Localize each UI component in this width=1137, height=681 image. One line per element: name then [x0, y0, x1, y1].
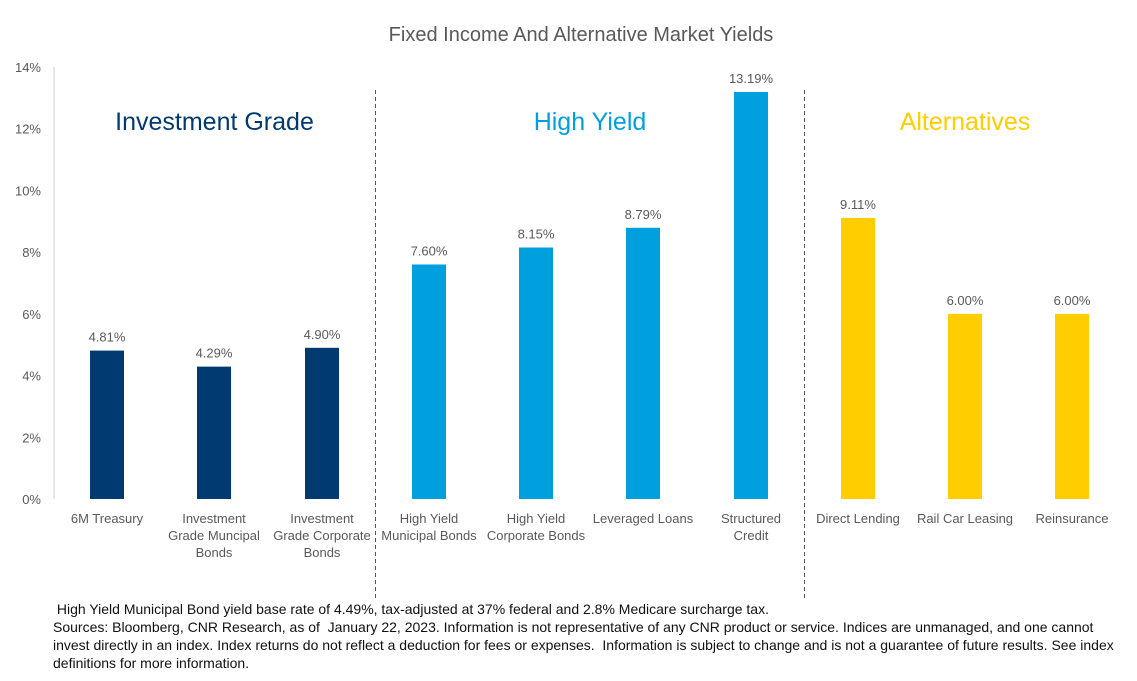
y-tick-label: 6%: [22, 307, 41, 322]
category-label: Structured: [721, 511, 781, 526]
category-label: Direct Lending: [816, 511, 900, 526]
category-label: Credit: [734, 528, 769, 543]
y-tick-label: 2%: [22, 430, 41, 445]
data-label: 8.15%: [518, 227, 555, 242]
bar: [305, 347, 339, 499]
y-tick-label: 14%: [15, 60, 41, 75]
data-label: 6.00%: [1054, 293, 1091, 308]
group-title: Investment Grade: [115, 108, 314, 136]
group-dividers: [375, 90, 805, 598]
category-labels: 6M Treasury Investment Grade Muncipal Bonds…: [71, 511, 1109, 560]
category-label: High Yield: [400, 511, 459, 526]
group-title: Alternatives: [900, 108, 1031, 136]
bar: [734, 91, 768, 499]
bar: [1055, 313, 1089, 499]
footnote: High Yield Municipal Bond yield base rat…: [53, 600, 1123, 672]
chart: Fixed Income And Alternative Market Yiel…: [15, 24, 1109, 598]
category-label: Investment: [182, 511, 246, 526]
bar: [948, 313, 982, 499]
category-label: Corporate Bonds: [487, 528, 586, 543]
y-tick-label: 8%: [22, 245, 41, 260]
bars: [90, 91, 1089, 500]
data-label: 13.19%: [729, 71, 774, 86]
category-label: Leveraged Loans: [593, 511, 694, 526]
category-label: 6M Treasury: [71, 511, 144, 526]
category-label: Rail Car Leasing: [917, 511, 1013, 526]
y-axis: 0% 2% 4% 6% 8% 10% 12% 14%: [15, 60, 55, 507]
group-titles: Investment Grade High Yield Alternatives: [115, 108, 1030, 136]
data-label: 4.29%: [196, 346, 233, 361]
group-title: High Yield: [534, 108, 647, 136]
data-label: 7.60%: [411, 243, 448, 258]
footnote-line-1: High Yield Municipal Bond yield base rat…: [53, 601, 769, 617]
y-tick-label: 4%: [22, 369, 41, 384]
bar: [626, 227, 660, 499]
chart-title: Fixed Income And Alternative Market Yiel…: [389, 24, 774, 46]
y-tick-label: 10%: [15, 183, 41, 198]
bar: [90, 350, 124, 499]
data-label: 6.00%: [947, 293, 984, 308]
data-labels: 4.81% 4.29% 4.90% 7.60% 8.15% 8.79% 13.19% 9.11…: [89, 71, 1091, 361]
category-label: Bonds: [304, 545, 341, 560]
category-label: Grade Corporate: [273, 528, 371, 543]
y-tick-label: 12%: [15, 122, 41, 137]
bar: [841, 217, 875, 500]
data-label: 8.79%: [625, 207, 662, 222]
data-label: 4.81%: [89, 330, 126, 345]
bar: [519, 247, 553, 499]
category-label: Reinsurance: [1036, 511, 1109, 526]
category-label: Municipal Bonds: [381, 528, 477, 543]
category-label: Bonds: [196, 545, 233, 560]
data-label: 9.11%: [840, 197, 876, 212]
category-label: Grade Muncipal: [168, 528, 260, 543]
bar: [197, 366, 231, 499]
footnote-line-2: Sources: Bloomberg, CNR Research, as of …: [53, 619, 1118, 671]
data-label: 4.90%: [304, 327, 341, 342]
category-label: Investment: [290, 511, 354, 526]
category-label: High Yield: [507, 511, 566, 526]
bar: [412, 264, 446, 499]
y-tick-label: 0%: [22, 492, 41, 507]
